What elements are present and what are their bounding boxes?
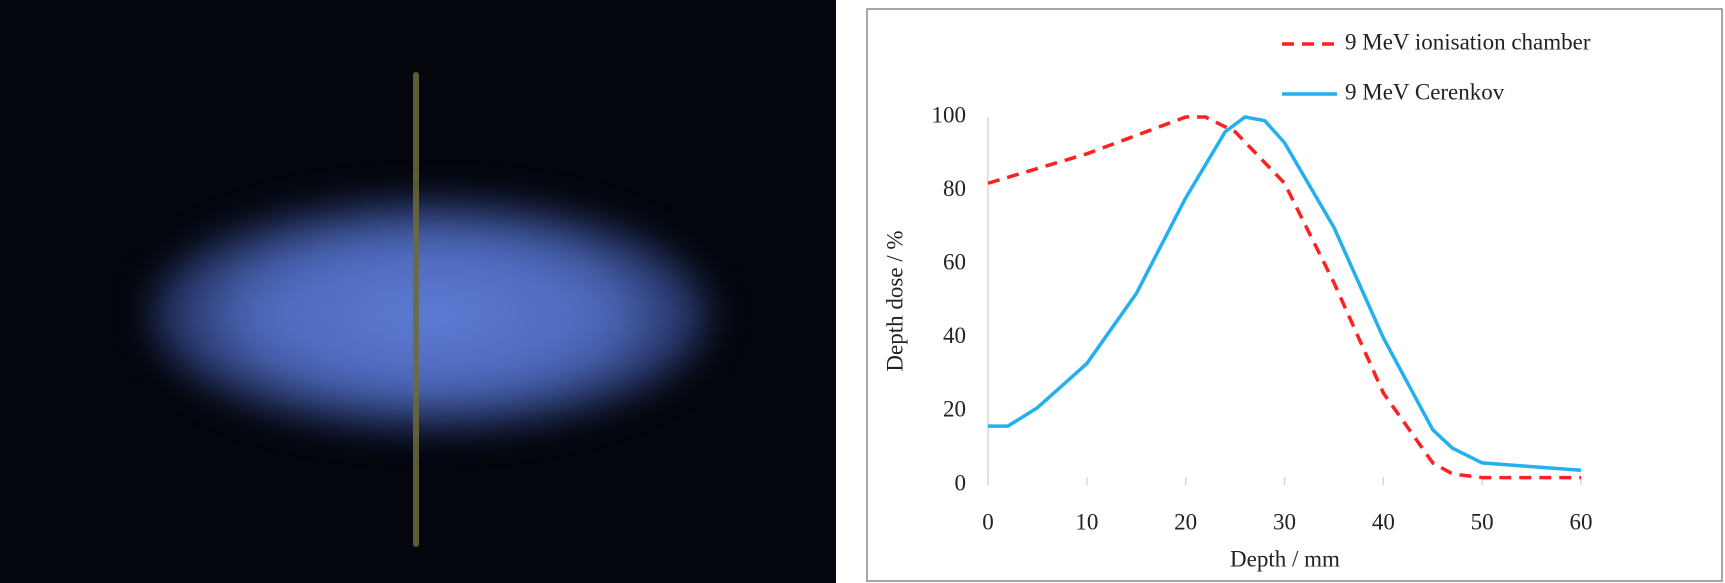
x-tick-label: 0 xyxy=(982,509,994,534)
x-tick-label: 10 xyxy=(1075,509,1098,534)
y-tick-label: 80 xyxy=(943,176,966,201)
x-axis-label: Depth / mm xyxy=(1230,546,1340,571)
y-tick-label: 0 xyxy=(955,470,967,495)
x-tick-label: 40 xyxy=(1372,509,1395,534)
chart: Depth / mm Depth dose / % 0 20 40 60 80 100 0 1… xyxy=(0,0,1725,583)
x-tick-label: 60 xyxy=(1570,509,1593,534)
y-tick-label: 60 xyxy=(943,249,966,274)
page: Depth / mm Depth dose / % 0 20 40 60 80 100 0 1… xyxy=(0,0,1725,583)
legend-label: 9 MeV ionisation chamber xyxy=(1345,29,1591,54)
y-axis-label: Depth dose / % xyxy=(882,230,907,371)
y-tick-label: 100 xyxy=(932,102,967,127)
legend-label: 9 MeV Cerenkov xyxy=(1345,79,1505,104)
y-tick-label: 40 xyxy=(943,323,966,348)
x-tick-label: 30 xyxy=(1273,509,1296,534)
x-tick-label: 50 xyxy=(1471,509,1494,534)
y-tick-label: 20 xyxy=(943,397,966,422)
x-tick-label: 20 xyxy=(1174,509,1197,534)
